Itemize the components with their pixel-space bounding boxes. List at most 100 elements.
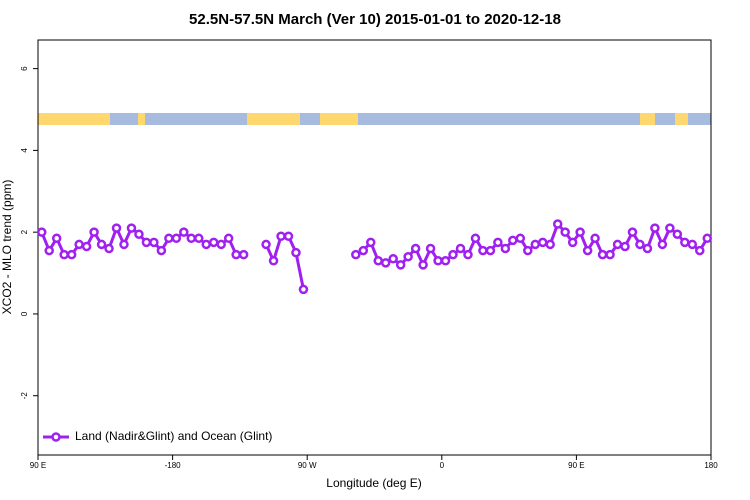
data-point [238, 249, 249, 260]
data-point [680, 237, 690, 248]
data-point [216, 239, 226, 250]
x-tick-label: 90 W [298, 461, 317, 470]
x-axis-title: Longitude (deg E) [326, 476, 421, 490]
data-point [478, 245, 488, 256]
land-ocean-band [38, 113, 711, 125]
data-point [201, 239, 211, 250]
data-point [51, 233, 62, 244]
data-point [89, 227, 99, 237]
data-point [291, 247, 301, 258]
x-tick-label: 0 [440, 461, 445, 470]
data-point [530, 239, 541, 250]
data-point [635, 239, 645, 250]
y-tick-label: 6 [20, 66, 29, 71]
data-point [470, 233, 481, 244]
data-point [156, 245, 167, 256]
data-point [186, 233, 197, 244]
data-point [141, 237, 152, 248]
data-point [74, 239, 84, 250]
data-point [455, 243, 466, 254]
data-point [126, 223, 137, 233]
data-point [194, 233, 204, 244]
plot-frame [37, 39, 712, 456]
data-point [590, 233, 600, 244]
data-point [508, 235, 518, 246]
data-point [208, 237, 219, 248]
data-point [567, 237, 578, 248]
data-point [164, 233, 174, 244]
data-point [425, 243, 436, 254]
data-point [463, 249, 473, 260]
data-point [403, 251, 413, 262]
data-point [612, 239, 623, 250]
data-point [582, 245, 593, 256]
data-point [134, 229, 144, 239]
data-point [223, 233, 234, 244]
data-point [366, 237, 376, 248]
data-point [627, 227, 638, 237]
data-point [388, 253, 398, 264]
data-point [380, 258, 391, 268]
data-point [433, 256, 443, 266]
data-point [44, 245, 54, 256]
data-point [702, 233, 713, 244]
x-tick-label: -180 [165, 461, 182, 470]
data-point [268, 256, 279, 266]
data-point [695, 245, 705, 256]
data-point [538, 237, 548, 248]
data-point [642, 243, 653, 254]
data-point [410, 243, 421, 254]
data-point [261, 239, 271, 250]
data-point [231, 249, 241, 260]
x-tick-label: 90 E [568, 461, 584, 470]
data-point [448, 249, 458, 260]
data-point [597, 249, 608, 260]
data-point [179, 227, 189, 237]
data-point [545, 239, 555, 250]
data-point [104, 243, 114, 254]
data-point [283, 231, 294, 242]
data-point [560, 227, 570, 237]
data-point [111, 223, 122, 233]
data-point [515, 233, 526, 244]
chart-title: 52.5N-57.5N March (Ver 10) 2015-01-01 to… [189, 11, 561, 28]
y-tick-label: 2 [20, 229, 29, 234]
legend-label: Land (Nadir&Glint) and Ocean (Glint) [75, 429, 272, 443]
data-point [171, 233, 182, 244]
data-point [81, 241, 92, 252]
data-point [373, 256, 383, 266]
data-point [650, 223, 660, 233]
data-point [149, 237, 159, 248]
x-tick-label: 180 [704, 461, 718, 470]
data-point [66, 249, 77, 260]
data-point [119, 239, 129, 250]
data-point [358, 245, 369, 256]
data-point [485, 245, 496, 256]
data-point [687, 239, 698, 250]
data-point [523, 245, 533, 256]
y-tick-label: 4 [20, 148, 29, 153]
data-point [59, 249, 69, 260]
data-point [298, 284, 309, 295]
data-point [552, 219, 563, 229]
y-axis-title: XCO2 - MLO trend (ppm) [0, 180, 14, 315]
data-point [665, 223, 675, 233]
x-tick-label: 90 E [30, 461, 46, 470]
y-tick-label: 0 [20, 311, 29, 316]
data-point [276, 231, 286, 242]
data-point [605, 249, 615, 260]
data-point [351, 249, 361, 260]
legend-marker [51, 432, 61, 442]
data-point [36, 227, 47, 237]
data-point [440, 256, 451, 266]
data-point [418, 260, 428, 270]
data-point [575, 227, 585, 237]
data-point [395, 260, 406, 270]
data-point [493, 237, 503, 248]
data-point [657, 239, 668, 250]
data-point [500, 243, 511, 254]
data-point [620, 241, 630, 252]
data-point [672, 229, 683, 239]
y-tick-label: -2 [20, 392, 29, 400]
